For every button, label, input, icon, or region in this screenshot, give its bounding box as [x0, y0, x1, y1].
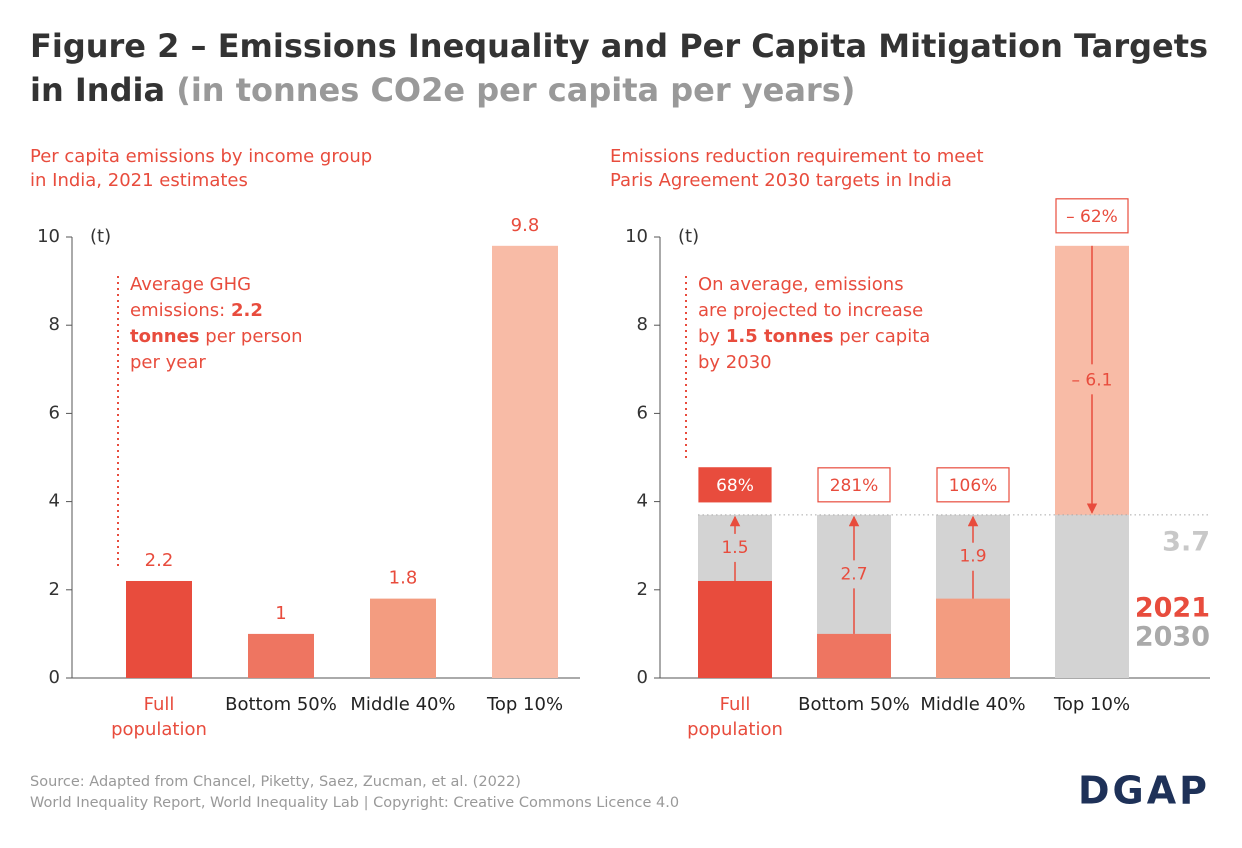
subtitle: Paris Agreement 2030 targets in India	[610, 170, 952, 191]
y-tick-label: 6	[49, 402, 60, 423]
x-tick-label: Top 10%	[486, 694, 564, 715]
subtitle: in India, 2021 estimates	[30, 170, 248, 191]
source: Source: Adapted from Chancel, Piketty, S…	[30, 774, 521, 790]
percent-label: 106%	[949, 476, 998, 496]
y-tick-label: 8	[49, 314, 60, 335]
x-tick-label: Middle 40%	[350, 694, 456, 715]
bar	[248, 633, 314, 678]
subtitle: Per capita emissions by income group	[30, 146, 373, 167]
bar	[492, 245, 558, 678]
bar	[817, 633, 891, 678]
annotation-text: On average, emissions are projected to i…	[698, 274, 924, 347]
value-label: 2.2	[145, 550, 174, 571]
annotation-text: per person per year	[130, 326, 303, 373]
x-tick-label: Full population	[111, 694, 207, 740]
y-tick-label: 4	[49, 491, 60, 512]
y-tick-label: 2	[49, 579, 60, 600]
percent-label: – 62%	[1066, 207, 1118, 227]
subtitle: Emissions reduction requirement to meet	[610, 146, 984, 167]
y-unit: (t)	[90, 226, 111, 247]
y-tick-label: 2	[637, 579, 648, 600]
percent-label: 281%	[830, 476, 879, 496]
legend-entry: 2030	[1135, 622, 1210, 653]
source: World Inequality Report, World Inequalit…	[30, 795, 680, 811]
value-label: 1.8	[389, 568, 418, 589]
change-label: 2.7	[840, 564, 867, 584]
change-label: 1.5	[721, 538, 748, 558]
value-label: 9.8	[511, 215, 540, 236]
title: Figure 2 – Emissions Inequality and Per …	[30, 27, 1209, 109]
bar	[126, 580, 192, 678]
title-block: Figure 2 – Emissions Inequality and Per …	[30, 24, 1230, 112]
percent-box	[936, 467, 1010, 503]
y-tick-label: 4	[637, 491, 648, 512]
y-unit: (t)	[678, 226, 699, 247]
change-label: – 6.1	[1072, 370, 1113, 390]
bar	[698, 580, 772, 678]
y-tick-label: 8	[637, 314, 648, 335]
title-unit: (in tonnes CO2e per capita per years)	[176, 71, 856, 109]
annotation: Average GHG emissions: 2.2 tonnes per pe…	[130, 272, 320, 376]
x-tick-label: Bottom 50%	[798, 694, 910, 715]
annotation-text: per capita by 2030	[698, 326, 931, 373]
y-tick-label: 0	[637, 667, 648, 688]
percent-label: 68%	[716, 476, 754, 496]
x-tick-label: Bottom 50%	[225, 694, 337, 715]
percent-box	[817, 467, 891, 503]
annotation: On average, emissions are projected to i…	[698, 272, 938, 376]
percent-box	[698, 467, 772, 503]
annotation-text: 1.5 tonnes	[725, 326, 834, 347]
x-tick-label: Top 10%	[1053, 694, 1131, 715]
bar	[370, 598, 436, 678]
legend-entry: 2021	[1135, 593, 1210, 624]
y-tick-label: 10	[37, 226, 60, 247]
x-tick-label: Middle 40%	[920, 694, 1026, 715]
logo: DGAP	[1078, 769, 1210, 813]
percent-box	[1055, 198, 1129, 234]
y-tick-label: 0	[49, 667, 60, 688]
bar	[936, 598, 1010, 678]
y-tick-label: 10	[625, 226, 648, 247]
annotation-text: Average GHG emissions:	[130, 274, 252, 321]
value-label: 1	[275, 603, 286, 624]
target-label: 3.7	[1162, 526, 1210, 557]
annotation-text: 2.2 tonnes	[130, 300, 263, 347]
target-bar	[1055, 514, 1129, 678]
change-label: 1.9	[959, 547, 986, 567]
y-tick-label: 6	[637, 402, 648, 423]
x-tick-label: Full population	[687, 694, 783, 740]
